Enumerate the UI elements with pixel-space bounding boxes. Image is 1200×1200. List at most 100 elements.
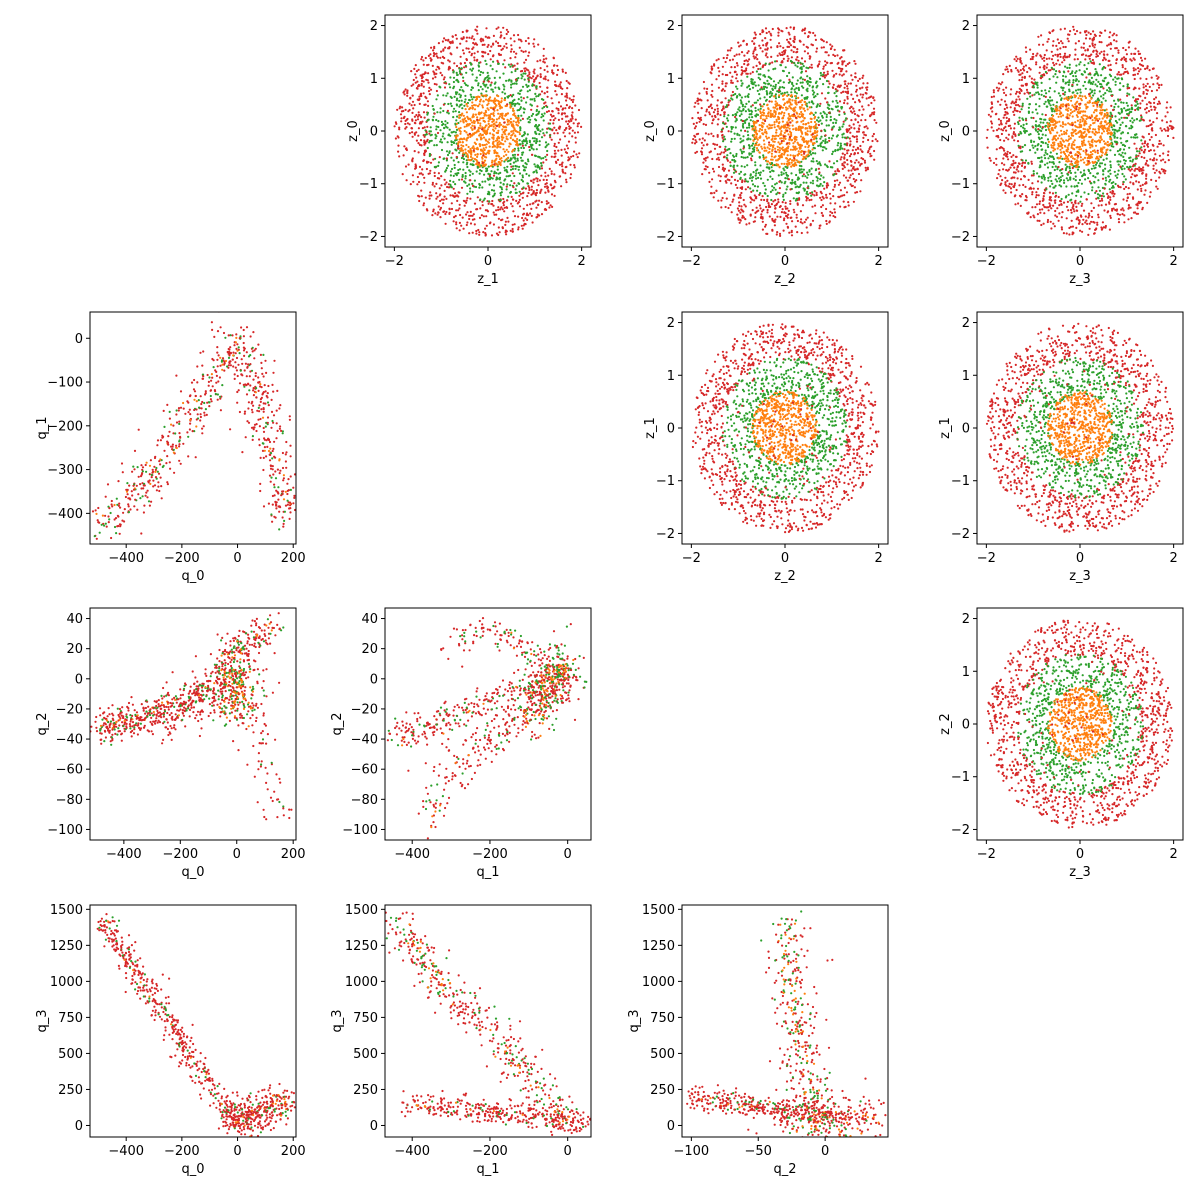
- data-point-inner: [763, 156, 767, 159]
- data-point-inner: [471, 133, 474, 136]
- data-point-outer: [853, 110, 856, 113]
- data-point-middle: [780, 181, 783, 184]
- y-tick-label: 1: [370, 72, 378, 87]
- data-point-outer: [422, 134, 425, 137]
- data-point-outer: [404, 108, 407, 111]
- data-point-inner: [787, 145, 790, 148]
- data-point-outer: [716, 99, 719, 102]
- data-point-inner: [509, 103, 512, 106]
- data-point-outer: [440, 184, 443, 187]
- data-point-inner: [798, 113, 801, 116]
- data-point-outer: [1106, 196, 1110, 199]
- data-point-outer: [755, 210, 758, 213]
- data-point-outer: [843, 60, 846, 63]
- data-point-middle: [457, 161, 460, 164]
- data-point-outer: [521, 216, 524, 220]
- data-point-outer: [852, 123, 855, 126]
- data-point-middle: [828, 136, 831, 140]
- data-point-outer: [432, 208, 435, 211]
- data-point-outer: [1057, 219, 1060, 222]
- data-point-middle: [815, 80, 818, 83]
- data-point-outer: [797, 59, 800, 62]
- data-point-outer: [559, 105, 563, 108]
- data-point-middle: [479, 198, 482, 201]
- data-point-outer: [722, 156, 726, 159]
- data-point-outer: [726, 178, 729, 181]
- data-point-outer: [1160, 83, 1163, 86]
- data-point-middle: [784, 177, 787, 180]
- data-point-middle: [762, 169, 765, 172]
- data-point-middle: [505, 170, 508, 173]
- data-point-outer: [996, 100, 1000, 103]
- data-point-outer: [1109, 63, 1112, 66]
- data-point-inner: [803, 109, 807, 112]
- data-point-outer: [439, 199, 442, 203]
- data-point-outer: [406, 122, 409, 125]
- data-point-outer: [766, 48, 769, 51]
- data-point-outer: [695, 121, 698, 124]
- data-point-outer: [1169, 120, 1172, 123]
- data-point-outer: [1006, 179, 1009, 182]
- data-point-middle: [835, 90, 838, 93]
- data-point-middle: [478, 172, 481, 175]
- data-point-middle: [460, 103, 463, 106]
- data-point-outer: [471, 184, 475, 187]
- data-point-middle: [472, 96, 475, 99]
- data-point-outer: [850, 153, 853, 156]
- data-point-outer: [1008, 64, 1011, 67]
- data-point-middle: [832, 121, 835, 124]
- data-point-outer: [721, 73, 724, 76]
- data-point-inner: [478, 119, 481, 122]
- data-point-middle: [742, 135, 745, 138]
- data-point-middle: [470, 63, 473, 66]
- data-point-outer: [410, 127, 414, 130]
- data-point-middle: [505, 175, 508, 178]
- data-point-outer: [829, 202, 832, 205]
- data-point-inner: [496, 109, 499, 112]
- data-point-outer: [854, 148, 858, 151]
- data-point-outer: [745, 67, 748, 70]
- data-point-outer: [834, 202, 837, 205]
- data-point-middle: [791, 181, 794, 184]
- data-point-middle: [748, 153, 751, 156]
- data-point-middle: [513, 98, 516, 101]
- data-point-inner: [476, 116, 479, 119]
- data-point-middle: [777, 95, 781, 99]
- data-point-inner: [467, 117, 470, 120]
- data-point-inner: [783, 93, 786, 96]
- data-point-outer: [423, 135, 426, 138]
- data-point-inner: [776, 102, 779, 105]
- data-point-inner: [498, 121, 501, 125]
- data-point-outer: [718, 70, 721, 73]
- data-point-middle: [768, 167, 771, 170]
- data-point-inner: [495, 118, 498, 121]
- data-point-outer: [840, 91, 843, 94]
- data-point-middle: [471, 190, 474, 193]
- data-point-middle: [724, 106, 727, 109]
- data-point-middle: [726, 119, 730, 122]
- data-point-inner: [492, 129, 496, 132]
- data-point-outer: [750, 159, 753, 162]
- data-point-outer: [469, 197, 472, 200]
- data-point-inner: [458, 129, 461, 132]
- data-point-outer: [781, 51, 784, 54]
- data-point-outer: [552, 122, 555, 125]
- data-point-middle: [432, 115, 435, 118]
- data-point-inner: [472, 145, 475, 148]
- data-point-inner: [811, 142, 815, 145]
- data-point-outer: [551, 187, 554, 190]
- data-point-outer: [695, 150, 699, 153]
- data-point-inner: [505, 135, 508, 138]
- data-point-outer: [453, 62, 456, 65]
- data-point-middle: [762, 103, 766, 106]
- data-point-outer: [1148, 85, 1151, 88]
- data-point-outer: [427, 72, 430, 75]
- data-point-outer: [789, 26, 792, 29]
- data-point-outer: [749, 197, 753, 200]
- data-point-inner: [501, 117, 504, 120]
- data-point-middle: [501, 91, 504, 94]
- data-point-outer: [846, 97, 849, 100]
- data-point-outer: [806, 52, 810, 55]
- data-point-outer: [743, 62, 746, 66]
